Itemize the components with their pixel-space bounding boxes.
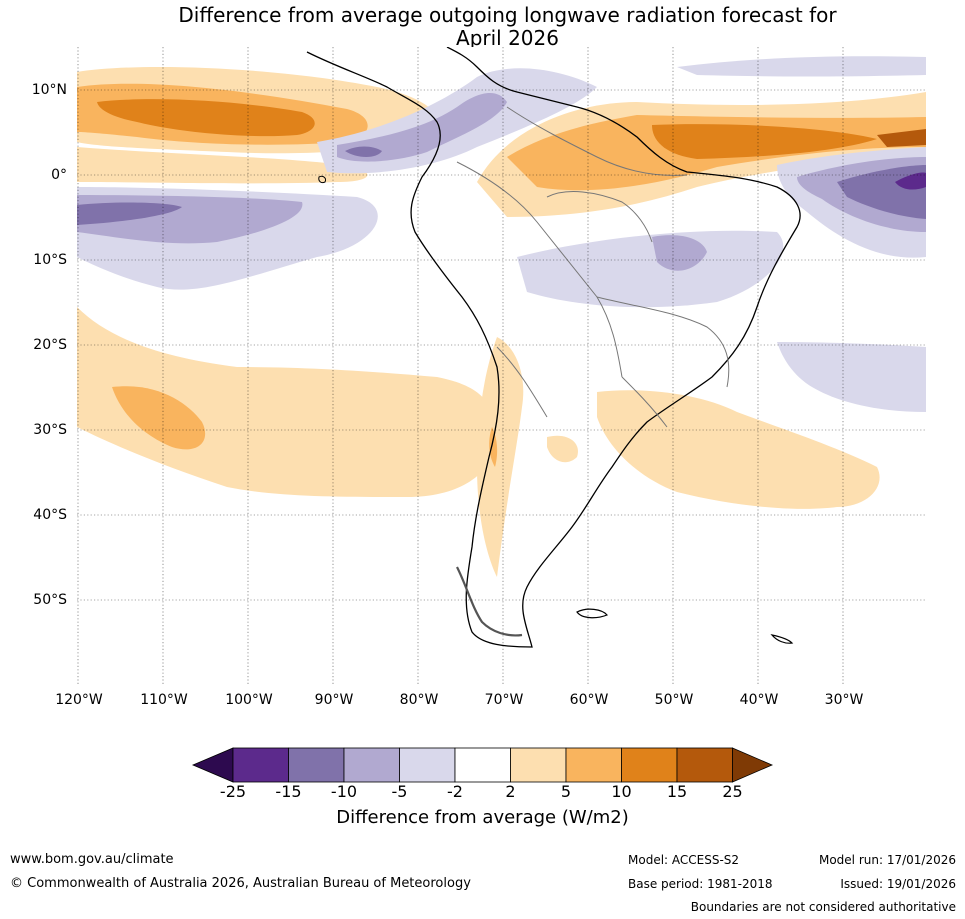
colorbar-bin	[676, 747, 733, 783]
copyright: © Commonwealth of Australia 2026, Austra…	[10, 876, 471, 891]
anomaly-region	[77, 202, 182, 225]
colorbar-tick: -15	[275, 782, 302, 801]
lat-label-40s: 40°S	[33, 507, 67, 523]
anomaly-region	[547, 435, 578, 463]
anomaly-region	[652, 124, 877, 159]
country-border	[596, 296, 730, 388]
lon-label-50w: 50°W	[654, 692, 694, 708]
lat-label-20s: 20°S	[33, 337, 67, 353]
lat-label-0: 0°	[51, 167, 67, 183]
title-line-1: Difference from average outgoing longwav…	[178, 3, 837, 27]
anomaly-region	[677, 56, 926, 77]
map-canvas	[77, 47, 926, 685]
colorbar-tick: -2	[447, 782, 463, 801]
disclaimer: Boundaries are not considered authoritat…	[690, 900, 956, 914]
lat-label-50s: 50°S	[33, 592, 67, 608]
colorbar-tick: 5	[560, 782, 572, 801]
colorbar-max-arrow	[732, 747, 774, 783]
colorbar-title: Difference from average (W/m2)	[336, 807, 629, 828]
lon-label-90w: 90°W	[314, 692, 354, 708]
colorbar-bin	[232, 747, 289, 783]
anomaly-region	[345, 146, 382, 157]
lat-label-10n: 10°N	[31, 82, 67, 98]
country-border	[621, 376, 668, 428]
anomaly-region	[777, 342, 926, 412]
colorbar-tick: -25	[219, 782, 247, 801]
title-line-2: April 2026	[456, 26, 559, 50]
colorbar-bin	[454, 747, 511, 783]
colorbar-tick: -5	[391, 782, 408, 801]
country-border	[506, 106, 688, 176]
colorbar-bin	[288, 747, 345, 783]
anomaly-region	[895, 172, 926, 190]
tierra-del-fuego	[456, 566, 523, 637]
anomaly-region	[337, 92, 507, 162]
anomaly-region	[877, 129, 926, 147]
colorbar-min-arrow	[191, 747, 234, 783]
anomaly-region	[77, 147, 368, 184]
anomaly-region	[97, 99, 315, 137]
falklands	[576, 608, 608, 619]
colorbar	[191, 747, 774, 783]
model-label: Model: ACCESS-S2	[628, 853, 740, 867]
lon-label-60w: 60°W	[569, 692, 609, 708]
chart-title: Difference from average outgoing longwav…	[0, 4, 965, 50]
colorbar-bin	[399, 747, 456, 783]
website-link[interactable]: www.bom.gov.au/climate	[10, 852, 174, 867]
anomaly-region	[597, 390, 880, 509]
colorbar-tick: 25	[722, 782, 743, 801]
colorbar-bin	[565, 747, 622, 783]
colorbar-tick: 10	[611, 782, 632, 801]
base-period: Base period: 1981-2018	[628, 877, 773, 891]
colorbar-tick: 2	[505, 782, 516, 801]
south-georgia	[770, 634, 794, 644]
lon-label-70w: 70°W	[484, 692, 524, 708]
lon-label-120w: 120°W	[55, 692, 103, 708]
anomaly-region	[517, 230, 784, 308]
anomaly-region	[652, 235, 707, 271]
graticule	[77, 47, 926, 685]
lon-label-40w: 40°W	[739, 692, 779, 708]
anomaly-region	[489, 427, 498, 467]
anomaly-region	[77, 307, 497, 497]
colorbar-bin	[510, 747, 567, 783]
colorbar-bin	[621, 747, 678, 783]
lat-label-10s: 10°S	[33, 252, 67, 268]
lat-label-30s: 30°S	[33, 422, 67, 438]
anomaly-region	[112, 386, 206, 450]
country-border	[546, 191, 653, 243]
anomaly-region	[477, 337, 524, 577]
colorbar-tick: 15	[666, 782, 688, 801]
country-border	[456, 161, 623, 378]
colorbar-tick: -10	[330, 782, 358, 801]
lon-label-80w: 80°W	[399, 692, 439, 708]
coastline	[306, 47, 801, 648]
lon-label-110w: 110°W	[140, 692, 188, 708]
colorbar-bin	[343, 747, 400, 783]
issued-date: Issued: 19/01/2026	[840, 877, 956, 891]
map-panel	[77, 47, 926, 685]
galapagos	[318, 175, 326, 184]
model-run: Model run: 17/01/2026	[818, 853, 956, 867]
lon-label-100w: 100°W	[225, 692, 273, 708]
lon-label-30w: 30°W	[824, 692, 864, 708]
